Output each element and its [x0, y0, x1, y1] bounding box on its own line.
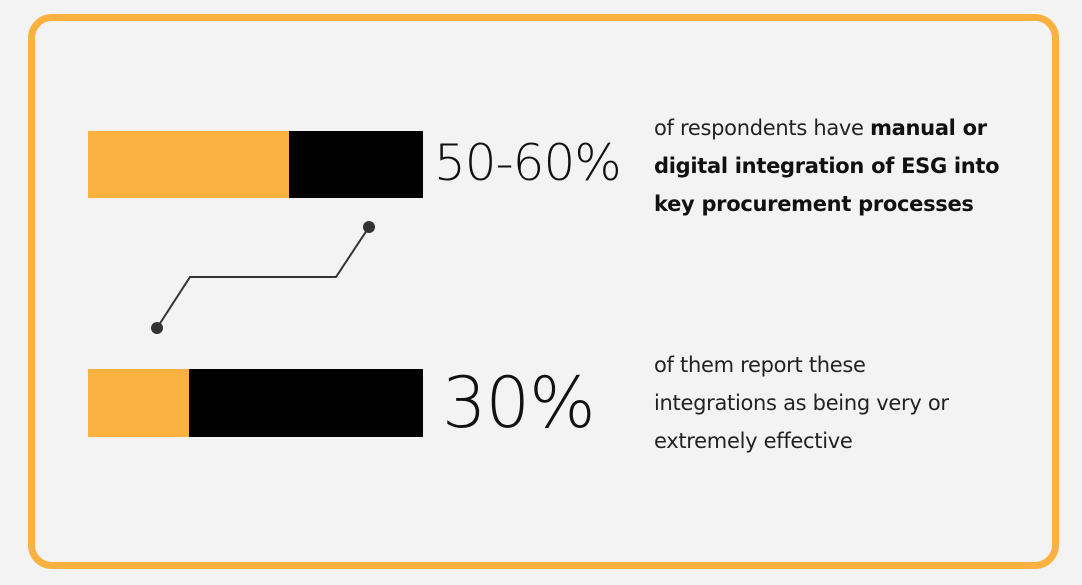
stat-value-2: 30% — [442, 362, 596, 444]
description-line: of them report these — [654, 353, 866, 377]
description-line: key procurement processes — [654, 192, 974, 216]
stat-description-2: of them report these integrations as bei… — [654, 346, 1054, 460]
progress-bar-stat-2 — [88, 369, 423, 437]
connector-dot-start — [151, 322, 163, 334]
progress-bar-stat-1 — [88, 131, 423, 198]
progress-bar-fill-stat-2 — [88, 369, 189, 437]
infographic-card — [28, 14, 1059, 569]
connector-path — [156, 226, 370, 329]
stat-value-1: 50-60% — [434, 134, 622, 192]
description-line: digital integration of ESG into — [654, 154, 1000, 178]
description-line: extremely effective — [654, 429, 853, 453]
description-line: of respondents have manual or — [654, 116, 987, 140]
progress-bar-fill-stat-1 — [88, 131, 289, 198]
description-line: integrations as being very or — [654, 391, 949, 415]
connector-dot-end — [363, 221, 375, 233]
stat-description-1: of respondents have manual or digital in… — [654, 109, 1054, 223]
